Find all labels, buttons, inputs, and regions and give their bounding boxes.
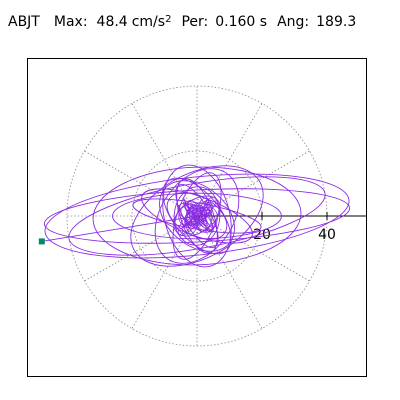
grid-spoke-4 [131,103,190,203]
marker-layer [38,238,45,245]
header-readout: ABJT Max: 48.4 cm/s2 Per: 0.160 s Ang: 189.3 [8,14,357,30]
grid-spoke-11 [210,223,310,282]
grid-spoke-8 [131,229,190,329]
orbit-trace [41,164,351,268]
orbit-loop-2 [43,188,351,244]
max-unit-exponent: 2 [165,14,172,25]
angle-label: Ang: [277,14,310,30]
radial-tick-label-40: 40 [318,227,336,243]
orbit-loop-9 [172,172,222,260]
max-value: 48.4 [96,14,128,30]
max-unit: cm/s [131,14,166,30]
grid-spoke-7 [84,223,184,282]
max-amplitude-marker [38,238,45,245]
orbit-core-tangle [177,196,218,237]
grid-spoke-10 [204,229,263,329]
orbit-loop-14 [173,186,221,246]
period-value: 0.160 s [215,14,268,30]
orbit-loop-12 [162,177,232,255]
max-label: Max: [53,14,88,30]
max-amplitude-excursion [41,215,198,242]
orbit-loop-4 [92,166,302,266]
grid-spoke-5 [84,150,184,209]
polar-grid [66,85,328,347]
angle-value: 189.3 [316,14,357,30]
orbit-loop-7 [154,168,240,264]
grid-spoke-2 [204,103,263,203]
radial-tick-label-20: 20 [253,227,271,243]
station-code: ABJT [8,14,40,30]
period-label: Per: [181,14,209,30]
orbit-loop-0 [112,192,282,240]
orbit-loop-1 [44,173,350,259]
grid-spoke-1 [210,150,310,209]
orbit-loop-5 [130,165,264,267]
orbit-loop-10 [162,164,232,268]
orbit-loop-3 [68,176,326,256]
plot-frame [27,58,367,377]
